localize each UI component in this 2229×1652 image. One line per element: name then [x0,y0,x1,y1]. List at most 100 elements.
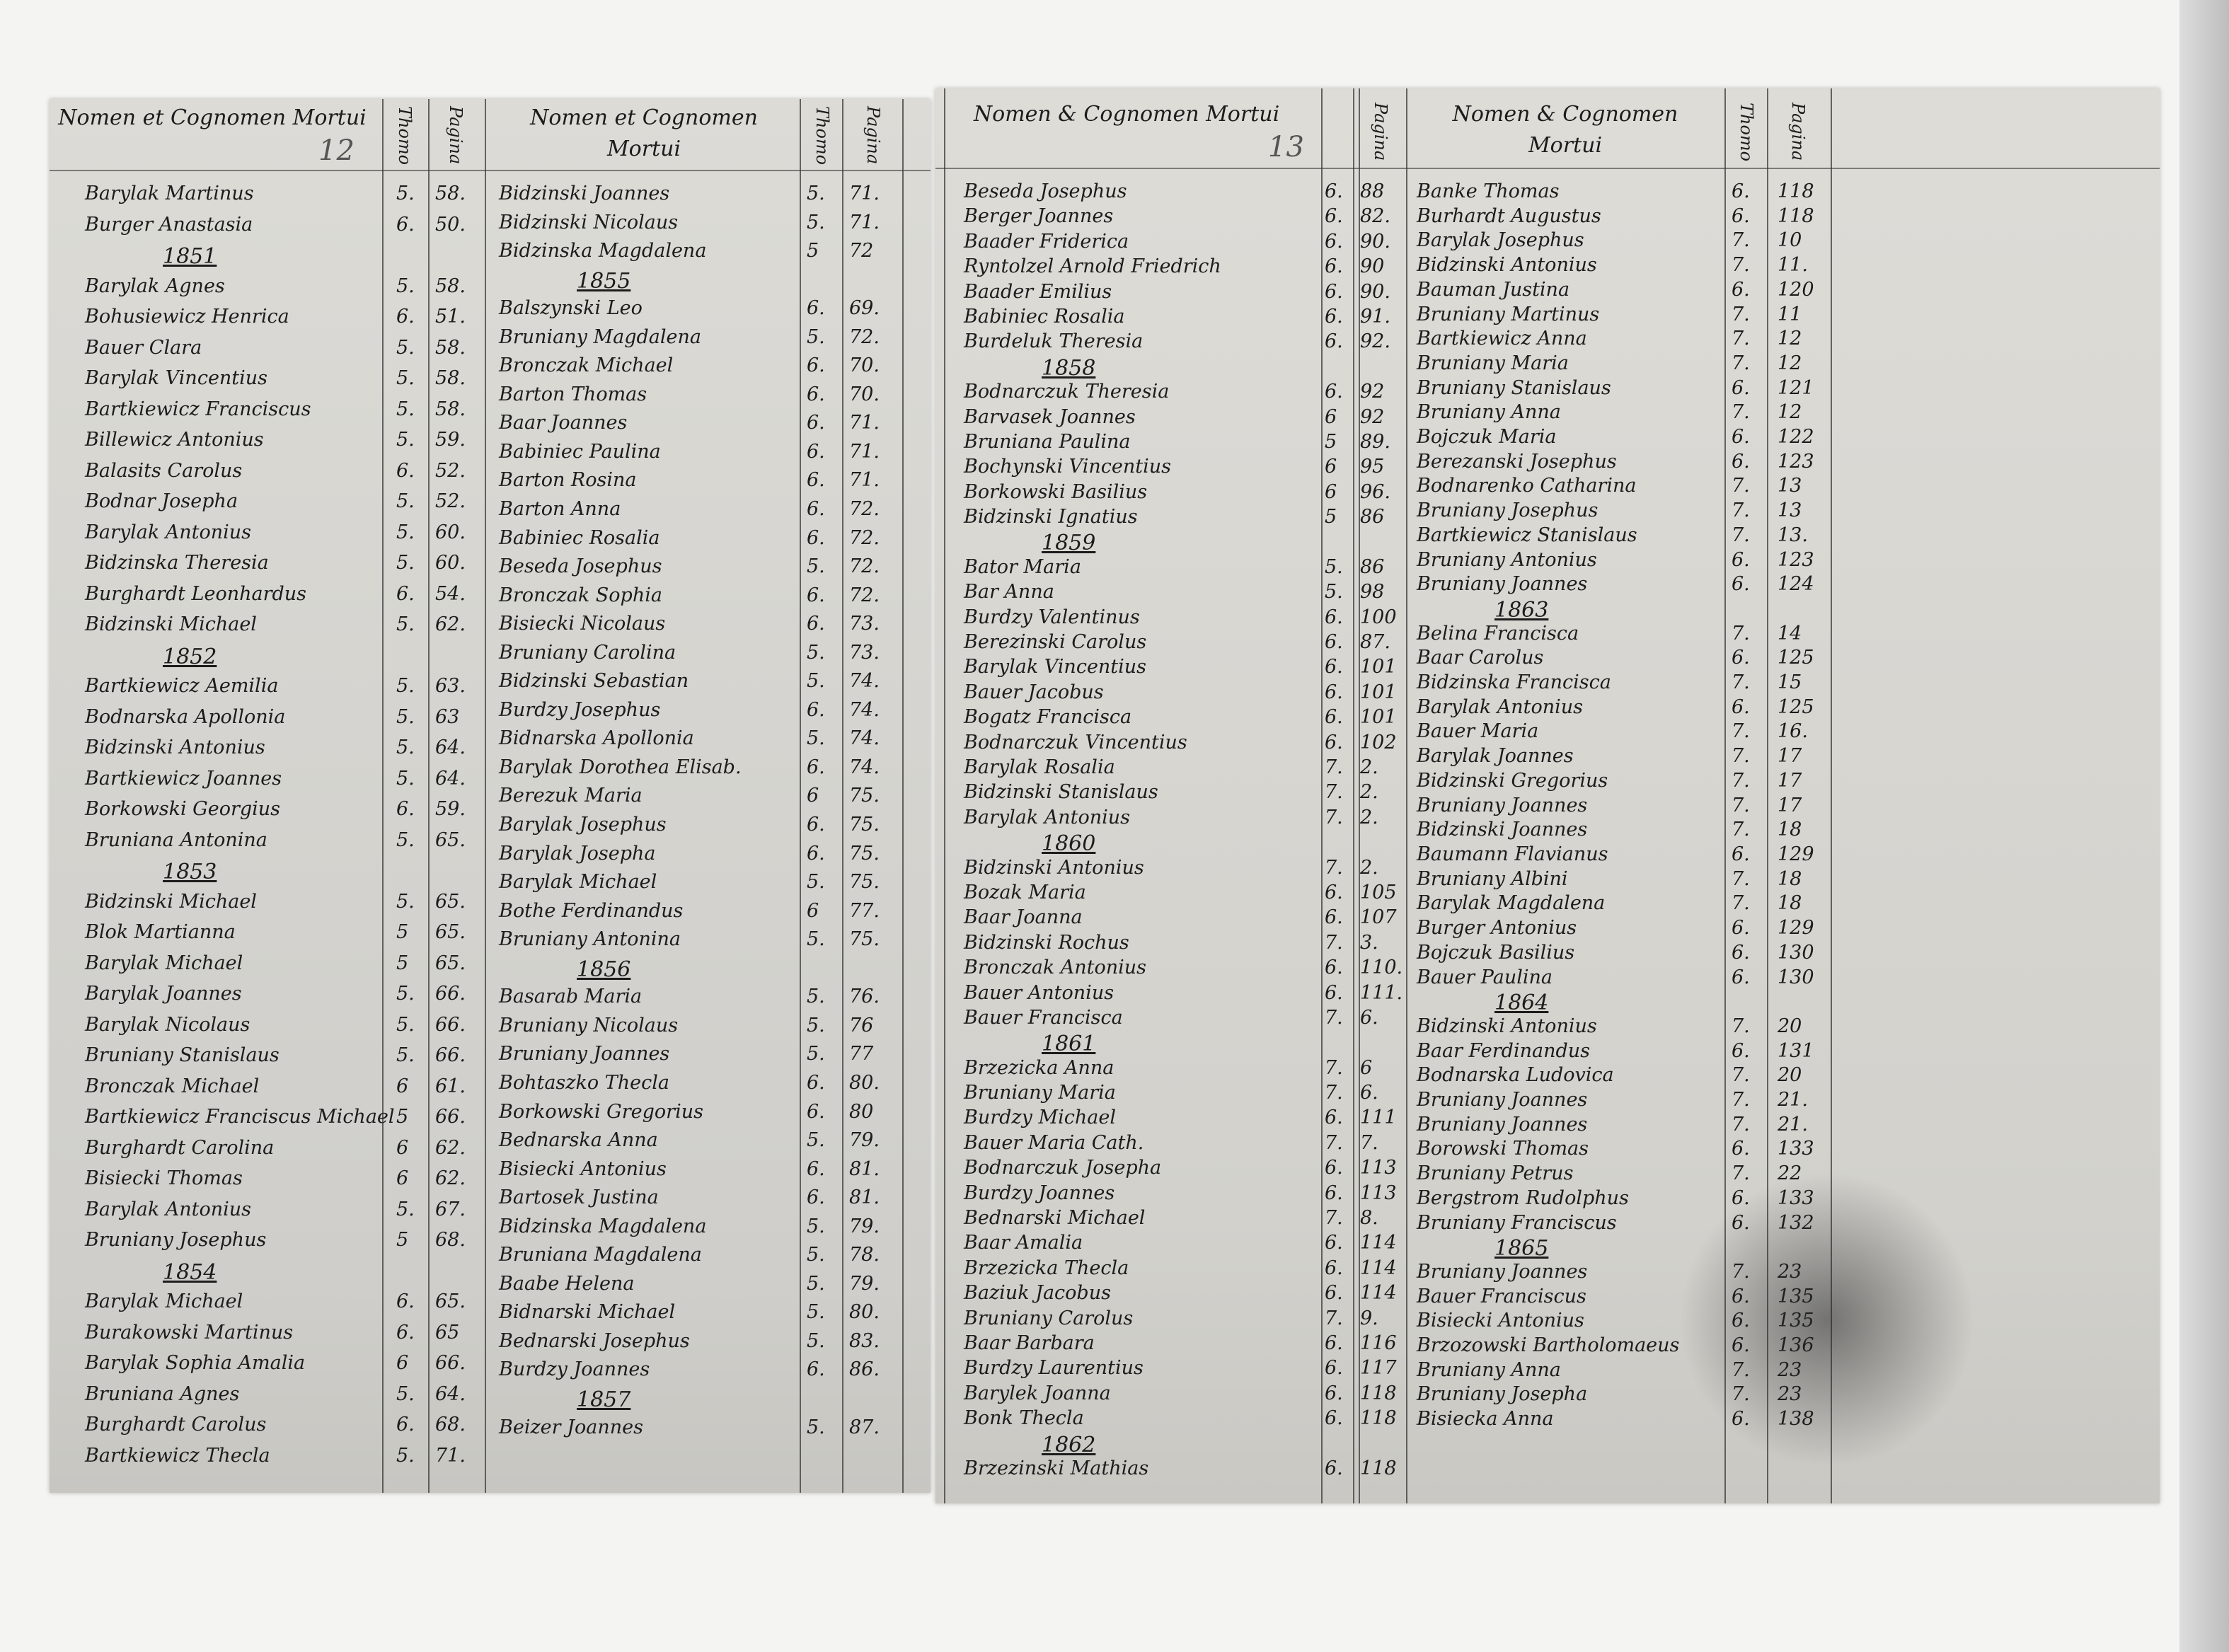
page-reference: 58. [435,336,466,359]
tome-number: 6 [1325,480,1337,503]
tome-number: 6. [807,1358,825,1381]
page-number: 12 [318,134,355,167]
page-reference: 75. [849,871,880,894]
deceased-name: Baar Carolus [1417,647,1544,669]
page-reference: 130 [1778,966,1814,988]
deceased-name: Bidzinski Michael [85,890,257,913]
deceased-name: Barylak Vincentius [85,367,268,389]
tome-number: 7. [1732,720,1750,743]
page-reference: 87. [1360,631,1390,654]
deceased-name: Bidzinski Antonius [1417,254,1597,277]
tome-number: 5. [807,1329,825,1352]
deceased-name: Bauman Justina [1417,278,1570,301]
page-reference: 133 [1778,1138,1814,1160]
page-reference: 87. [849,1416,880,1438]
deceased-name: Borkowski Basilius [964,480,1148,503]
deceased-name: Baader Emilius [964,280,1112,303]
tome-number: 6. [807,584,825,606]
deceased-name: Bruniany Joannes [1417,1260,1588,1283]
tome-number: 6. [807,1071,825,1094]
deceased-name: Baumann Flavianus [1417,843,1608,865]
page-reference: 124 [1778,573,1814,596]
deceased-name: Bidzinski Ignatius [964,506,1138,528]
deceased-name: Bruniany Joannes [499,1043,670,1065]
page-reference: 50. [435,213,466,236]
tome-number: 6. [807,698,825,721]
deceased-name: Bruniany Josepha [1417,1383,1588,1406]
deceased-name: Bidzinska Magdalena [499,240,707,262]
deceased-name: Bruniany Carolina [499,641,676,664]
page-reference: 71. [849,183,880,204]
register-page-right: Nomen & Cognomen Mortui 13 Pagina Nomen … [935,88,2160,1503]
tome-number: 6. [1732,573,1750,596]
page-reference: 74. [849,670,880,693]
deceased-name: Burger Antonius [1417,917,1577,940]
deceased-name: Berger Joannes [964,205,1114,228]
page-reference: 101 [1360,706,1397,729]
page-reference: 90. [1360,230,1390,253]
page-reference: 118 [1778,180,1814,202]
page-reference: 86 [1360,506,1385,528]
tome-number: 6. [807,412,825,434]
deceased-name: Bartkiewicz Franciscus Michael [85,1106,395,1128]
page-reference: 7. [1360,1131,1378,1154]
page-reference: 88 [1360,180,1385,202]
page-reference: 114 [1360,1282,1397,1305]
tome-number: 5. [396,675,415,697]
tome-number: 5. [807,1301,825,1324]
page-reference: 3. [1360,931,1378,954]
column-header-pagina: Pagina [863,106,883,165]
tome-number: 6. [807,440,825,463]
deceased-name: Burdzy Joannes [499,1358,650,1381]
deceased-name: Barylak Michael [499,871,657,894]
tome-number: 5. [396,1382,415,1405]
deceased-name: Bisiecki Nicolaus [499,613,666,635]
tome-number: 6. [1732,450,1750,473]
deceased-name: Bauer Franciscus [1417,1285,1586,1307]
page-reference: 102 [1360,731,1397,753]
column-divider [382,99,384,1493]
page-reference: 12 [1778,352,1802,374]
page-reference: 125 [1778,695,1814,718]
deceased-name: Baar Barbara [964,1332,1095,1354]
page-reference: 77 [849,1043,874,1065]
scanner-edge [2179,0,2229,1652]
deceased-name: Bruniany Josephus [85,1229,267,1251]
tome-number: 7. [1732,254,1750,277]
page-reference: 67. [435,1198,466,1220]
page-reference: 62. [435,1167,466,1189]
page-reference: 89. [1360,430,1390,453]
deceased-name: Bauer Antonius [964,981,1114,1004]
tome-number: 5. [396,429,415,451]
tome-number: 6. [1325,1407,1343,1430]
deceased-name: Bruniana Antonina [85,828,267,851]
page-reference: 65. [435,890,466,913]
page-reference: 11 [1778,303,1802,325]
deceased-name: Belina Francisca [1417,622,1579,645]
page-reference: 107 [1360,906,1397,929]
tome-number: 7. [1732,745,1750,768]
deceased-name: Bar Anna [964,581,1054,603]
tome-number: 6. [807,613,825,635]
tome-number: 6. [1325,205,1343,228]
deceased-name: Billewicz Antonius [85,429,264,451]
year-label: 1856 [577,957,631,982]
page-reference: 65. [435,1290,466,1312]
tome-number: 5. [396,1444,415,1467]
deceased-name: Barylak Dorothea Elisab. [499,756,742,778]
page-reference: 18 [1778,892,1802,915]
deceased-name: Balasits Carolus [85,459,243,482]
column-divider [1321,88,1323,1503]
page-reference: 113 [1360,1157,1397,1179]
tome-number: 6 [807,785,819,807]
deceased-name: Bruniany Joannes [1417,794,1588,816]
deceased-name: Burdzy Josephus [499,698,661,721]
tome-number: 6 [396,1167,409,1189]
page-reference: 80 [849,1100,874,1123]
page-reference: 83. [849,1329,880,1352]
page-reference: 68. [435,1229,466,1251]
tome-number: 5. [396,1013,415,1036]
column-header-name: Nomen & Cognomen Mortui [1452,102,1678,158]
tome-number: 6. [1325,1457,1343,1479]
page-reference: 63 [435,705,460,728]
